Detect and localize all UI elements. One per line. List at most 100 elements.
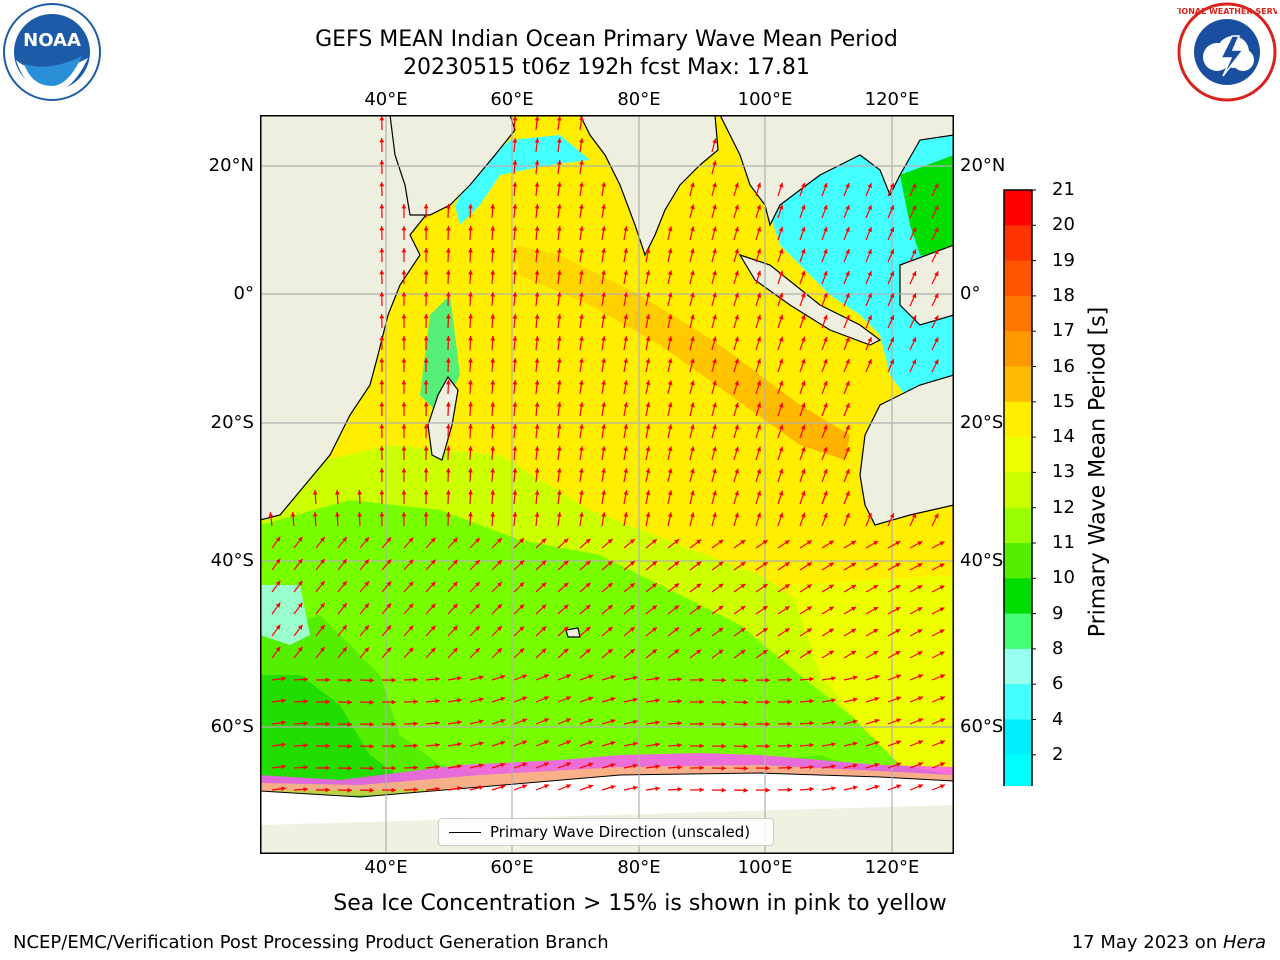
wave-arrow-head	[765, 677, 770, 683]
wave-arrow-head	[778, 446, 784, 452]
wave-arrow-head	[743, 765, 748, 771]
colorbar-segment	[1004, 437, 1032, 473]
wave-arrow-head	[534, 446, 540, 451]
colorbar-segment	[1004, 684, 1032, 720]
colorbar-segment	[1004, 578, 1032, 615]
wave-arrow-head	[831, 764, 836, 769]
wave-arrow-head	[364, 647, 369, 653]
wave-arrow-head	[303, 699, 308, 704]
wave-arrow-head	[563, 604, 569, 610]
wave-arrow-head	[490, 402, 496, 407]
wave-arrow-head	[800, 248, 806, 254]
wave-arrow-head	[823, 292, 828, 298]
wave-arrow-head	[712, 424, 717, 430]
wave-arrow-head	[519, 604, 525, 610]
colorbar-tick-label: 14	[1052, 426, 1075, 448]
wave-arrow-head	[823, 446, 828, 452]
wave-arrow-head	[677, 698, 682, 704]
wave-arrow-head	[579, 446, 584, 451]
wave-arrow-head	[778, 182, 784, 188]
wave-arrow-head	[806, 606, 812, 611]
wave-arrow-head	[940, 718, 945, 723]
wave-arrow-head	[756, 424, 762, 430]
wave-arrow-head	[756, 512, 762, 518]
wave-arrow-head	[721, 787, 726, 793]
wave-arrow-head	[743, 677, 748, 683]
wave-arrow-head	[823, 468, 828, 474]
wave-arrow-head	[347, 721, 352, 727]
wave-arrow-head	[645, 292, 651, 298]
wave-arrow-head	[867, 205, 872, 211]
wave-arrow-head	[556, 468, 562, 473]
wave-arrow-head	[743, 699, 748, 705]
wave-arrow-head	[845, 249, 850, 254]
wave-arrow-head	[522, 762, 528, 767]
wave-arrow-head	[512, 512, 518, 517]
wave-arrow-head	[347, 743, 352, 749]
wave-arrow-head	[874, 762, 880, 768]
wave-arrow-head	[696, 649, 702, 655]
wave-arrow-head	[939, 629, 945, 634]
wave-arrow-head	[512, 446, 518, 451]
wave-arrow-head	[601, 336, 606, 341]
wave-arrow-head	[623, 248, 629, 253]
wave-arrow-head	[475, 582, 480, 587]
wave-arrow-head	[873, 651, 879, 656]
chart-title-line-2: 20230515 t06z 192h fcst Max: 17.81	[403, 55, 810, 80]
wave-arrow-head	[512, 116, 518, 121]
wave-arrow-head	[632, 741, 638, 747]
wave-arrow-head	[490, 446, 496, 451]
wave-arrow-head	[408, 559, 414, 565]
wave-arrow-head	[364, 537, 369, 543]
wave-arrow-head	[297, 558, 303, 564]
wave-arrow-head	[623, 490, 629, 495]
wave-arrow-head	[541, 560, 547, 566]
wave-arrow-head	[401, 424, 407, 429]
wave-arrow-head	[765, 721, 770, 727]
wave-arrow-head	[828, 606, 834, 611]
wave-arrow-head	[873, 563, 879, 568]
wave-arrow-head	[347, 699, 352, 705]
wave-arrow-head	[490, 512, 496, 517]
wave-arrow-head	[852, 675, 858, 681]
wave-arrow-head	[645, 446, 651, 452]
wave-arrow-head	[734, 226, 739, 232]
wave-arrow-head	[845, 469, 850, 474]
wave-arrow-head	[787, 699, 792, 705]
national-weather-service-logo: NATIONAL WEATHER SERVICE	[1177, 2, 1277, 102]
green-zone-bay	[900, 155, 954, 265]
colorbar-segment	[1004, 543, 1032, 579]
wave-arrow-head	[556, 204, 562, 209]
wave-arrow-head	[325, 787, 330, 793]
wave-arrow-head	[918, 696, 923, 701]
wave-arrow-head	[652, 561, 657, 566]
wave-arrow-head	[408, 625, 414, 631]
wave-arrow-head	[497, 582, 502, 587]
wave-arrow-head	[806, 562, 812, 567]
wave-arrow-head	[347, 765, 352, 771]
wave-arrow-head	[712, 248, 717, 254]
wave-arrow-head	[940, 674, 945, 679]
wave-arrow-head	[607, 560, 613, 566]
wave-arrow-head	[712, 402, 717, 408]
wave-arrow-head	[386, 581, 392, 587]
wave-arrow-head	[452, 603, 458, 609]
wave-arrow-head	[357, 512, 362, 517]
wave-arrow-head	[512, 204, 518, 209]
wave-arrow-head	[303, 787, 308, 792]
wave-arrow-head	[851, 650, 856, 656]
wave-arrow-head	[645, 402, 651, 408]
wave-arrow-head	[800, 226, 806, 232]
wave-arrow-head	[519, 648, 525, 654]
wave-arrow-head	[889, 359, 895, 365]
wave-arrow-head	[895, 607, 901, 612]
wave-arrow-head	[718, 627, 724, 633]
colorbar-segment	[1004, 754, 1032, 786]
wave-arrow-head	[623, 270, 629, 275]
wave-arrow-head	[423, 424, 429, 429]
wave-arrow-head	[401, 490, 407, 495]
wave-arrow-head	[652, 649, 657, 654]
wave-arrow-head	[335, 512, 340, 517]
wave-arrow-head	[845, 227, 850, 232]
wave-arrow-head	[918, 740, 923, 745]
